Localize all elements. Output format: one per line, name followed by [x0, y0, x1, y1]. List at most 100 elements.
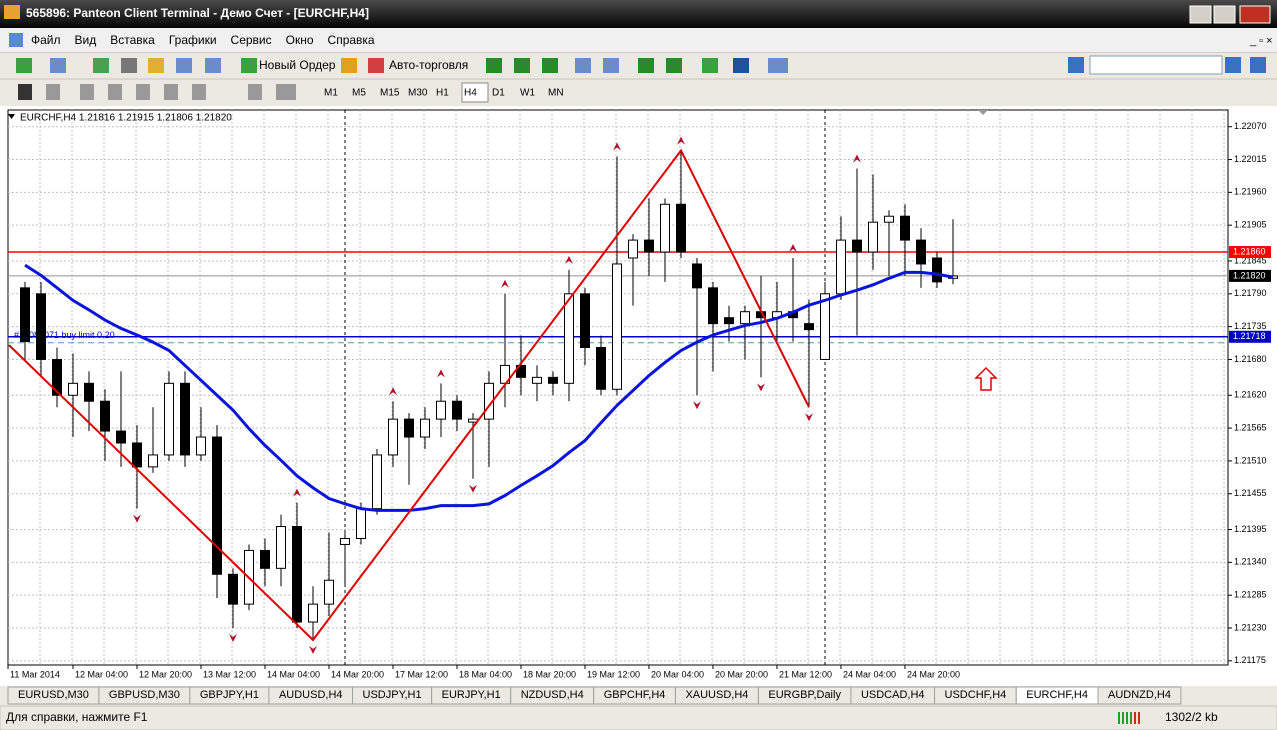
y-tick-label: 1.21845	[1234, 255, 1267, 265]
child-buttons[interactable]: _ ▫ ×	[1249, 35, 1273, 47]
y-tick-label: 1.21395	[1234, 524, 1267, 534]
tab-label[interactable]: AUDNZD,H4	[1108, 689, 1171, 701]
status-bar	[0, 705, 1277, 730]
candle-body	[276, 526, 286, 569]
candle-body	[660, 203, 670, 253]
menu-item[interactable]: Графики	[169, 33, 217, 47]
timeframe-button[interactable]: H1	[436, 88, 449, 99]
candle-body	[196, 436, 206, 456]
tab-label[interactable]: USDCHF,H4	[945, 689, 1007, 701]
timeframe-button[interactable]: H4	[464, 88, 477, 99]
tab-label[interactable]: GBPJPY,H1	[200, 689, 259, 701]
close[interactable]	[1239, 5, 1271, 24]
chart-header: EURCHF,H4 1.21816 1.21915 1.21806 1.2182…	[20, 113, 232, 124]
y-tick-label: 1.21960	[1234, 187, 1267, 197]
candle-body	[740, 311, 750, 325]
maximize[interactable]	[1213, 5, 1236, 24]
timeframe-button[interactable]: M1	[324, 88, 338, 99]
candle-body	[84, 382, 94, 402]
candle-body	[804, 323, 814, 331]
y-tick-label: 1.21680	[1234, 354, 1267, 364]
candle-body	[36, 293, 46, 360]
tab-label[interactable]: GBPUSD,M30	[109, 689, 180, 701]
candle-body	[564, 293, 574, 384]
candle-body	[868, 221, 878, 253]
timeframe-button[interactable]: W1	[520, 88, 535, 99]
timeframes: M1 M5 M15 M30 H1 H4 D1 W1 MN	[324, 82, 564, 103]
candle-body	[52, 358, 62, 396]
timeframe-button[interactable]: M5	[352, 88, 366, 99]
price-label-box	[1229, 269, 1271, 282]
tab[interactable]	[1097, 686, 1182, 705]
menu-item[interactable]: Файл	[31, 33, 61, 47]
tab-label[interactable]: GBPCHF,H4	[604, 689, 666, 701]
candle-body	[100, 400, 110, 432]
candle-body	[20, 287, 30, 343]
timeframe-button[interactable]: M15	[380, 88, 400, 99]
candle-body	[916, 239, 926, 265]
timeframe-pressed	[461, 82, 489, 103]
tab-label[interactable]: NZDUSD,H4	[521, 689, 584, 701]
window-buttons	[1189, 5, 1271, 24]
x-tick-label: 20 Mar 20:00	[715, 669, 768, 679]
tab-label[interactable]: EURGBP,Daily	[768, 689, 841, 701]
candle-body	[452, 400, 462, 420]
x-tick-label: 13 Mar 12:00	[203, 669, 256, 679]
price-label: 1.21718	[1233, 331, 1266, 341]
candle-body	[820, 293, 830, 360]
candle-body	[388, 418, 398, 456]
tab-label[interactable]: EURCHF,H4	[1026, 689, 1088, 701]
candle-body	[852, 239, 862, 253]
menu-item[interactable]: Вид	[75, 33, 97, 47]
candle-body	[644, 239, 654, 253]
tab-label[interactable]: USDJPY,H1	[363, 689, 422, 701]
search-box[interactable]	[1089, 55, 1223, 75]
candle-body	[68, 382, 78, 396]
fractal-down	[133, 514, 141, 523]
app-icon	[4, 5, 20, 19]
fractal-up	[613, 142, 621, 151]
x-tick-label: 21 Mar 12:00	[779, 669, 832, 679]
doc-icon	[9, 33, 23, 47]
candle-body	[932, 257, 942, 283]
x-tick-label: 17 Mar 12:00	[395, 669, 448, 679]
menu-item[interactable]: Вставка	[110, 33, 155, 47]
arrow-object	[974, 366, 998, 391]
status-traffic: 1302/2 kb	[1165, 710, 1218, 724]
window-title: 565896: Panteon Client Terminal - Демо С…	[26, 6, 369, 20]
timeframe-button[interactable]: M30	[408, 88, 428, 99]
candle-body	[324, 579, 334, 605]
price-label-box	[1229, 330, 1271, 343]
fractal-up	[389, 387, 397, 396]
timeframe-button[interactable]: D1	[492, 88, 505, 99]
x-tick-label: 18 Mar 20:00	[523, 669, 576, 679]
menu-item[interactable]: Сервис	[231, 33, 272, 47]
zigzag	[8, 148, 810, 642]
x-tick-label: 14 Mar 20:00	[331, 669, 384, 679]
candle-body	[836, 239, 846, 295]
tab-label[interactable]: AUDUSD,H4	[279, 689, 343, 701]
auto-trading-button[interactable]: Авто-торговля	[389, 58, 468, 72]
new-order-button[interactable]: Новый Ордер	[259, 58, 336, 72]
menu-bar	[0, 28, 1277, 52]
minimize[interactable]	[1189, 5, 1212, 24]
tabs: EURUSD,M30 GBPUSD,M30 GBPJPY,H1 AUDUSD,H4 US…	[7, 686, 1182, 705]
y-tick-label: 1.22070	[1234, 121, 1267, 131]
menu-item[interactable]: Окно	[286, 33, 314, 47]
candle-body	[180, 382, 190, 456]
x-tick-label: 20 Mar 04:00	[651, 669, 704, 679]
tab-label[interactable]: USDCAD,H4	[861, 689, 925, 701]
x-tick-label: 11 Mar 2014	[10, 669, 60, 679]
candle-body	[676, 203, 686, 253]
tab-label[interactable]: XAUUSD,H4	[685, 689, 748, 701]
candle-body	[596, 347, 606, 390]
candle-body	[116, 430, 126, 444]
tab-label[interactable]: EURUSD,M30	[18, 689, 89, 701]
tab-label[interactable]: EURJPY,H1	[442, 689, 501, 701]
candle-body	[292, 526, 302, 623]
candle-body	[692, 263, 702, 289]
menu-item[interactable]: Справка	[328, 33, 375, 47]
chart-menu-arrow[interactable]	[8, 114, 15, 119]
timeframe-button[interactable]: MN	[548, 88, 564, 99]
